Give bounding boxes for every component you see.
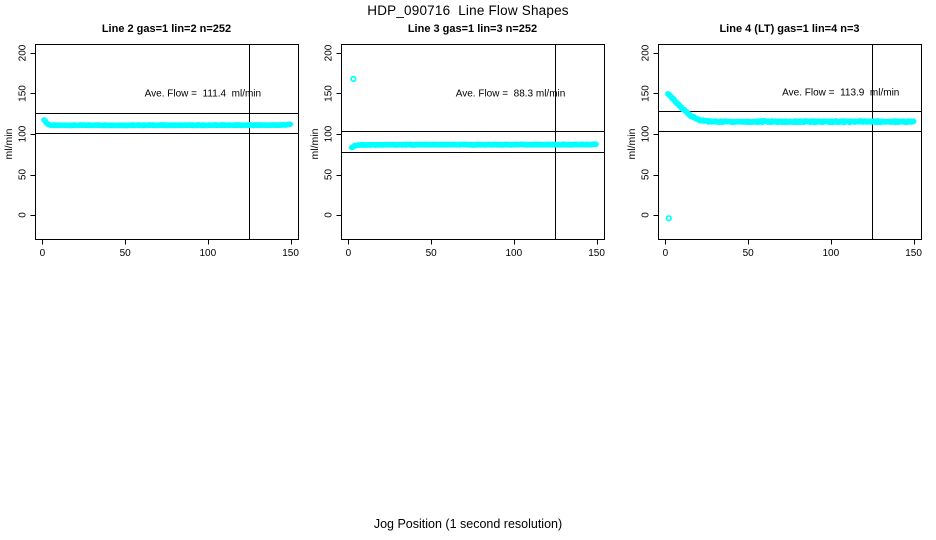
panel-title-line4: Line 4 (LT) gas=1 lin=4 n=3 [719,23,860,35]
flow-annotation: Ave. Flow = 88.3 ml/min [455,88,566,100]
y-axis-label: ml/min [626,128,638,160]
y-axis-label: ml/min [309,128,321,160]
x-axis-label: Jog Position (1 second resolution) [373,517,563,531]
plot-border [658,44,922,240]
y-tick-label: 100 [18,125,29,142]
x-tick-label: 100 [823,248,840,259]
y-tick-label: 50 [324,169,335,181]
x-tick-label: 0 [346,248,352,259]
y-tick-label: 100 [324,125,335,142]
y-tick-label: 0 [324,212,335,218]
data-point [910,118,917,125]
y-tick-label: 150 [641,85,652,102]
outlier-point [350,75,357,83]
y-tick-label: 50 [641,169,652,181]
panel-title-line3: Line 3 gas=1 lin=3 n=252 [407,23,538,35]
x-tick-label: 100 [200,248,217,259]
y-tick-label: 200 [324,44,335,61]
y-tick-label: 50 [18,169,29,181]
y-tick-label: 100 [641,125,652,142]
x-tick-label: 0 [663,248,669,259]
y-tick-label: 150 [18,85,29,102]
data-point [287,121,294,128]
y-tick-label: 0 [641,212,652,218]
x-tick-label: 50 [743,248,755,259]
x-tick-label: 150 [905,248,922,259]
y-tick-label: 0 [18,212,29,218]
page-title: HDP_090716 Line Flow Shapes [367,3,569,18]
x-tick-label: 150 [588,248,605,259]
outlier-point [665,215,672,222]
flow-annotation: Ave. Flow = 113.9 ml/min [782,87,900,99]
x-tick-label: 50 [120,248,132,259]
x-tick-label: 150 [282,248,299,259]
data-point [593,141,599,148]
panel-title-line2: Line 2 gas=1 lin=2 n=252 [101,23,232,35]
plot-border [35,44,299,240]
y-tick-label: 200 [18,44,29,61]
y-tick-label: 150 [324,85,335,102]
x-tick-label: 50 [426,248,438,259]
x-tick-label: 100 [506,248,523,259]
flow-annotation: Ave. Flow = 111.4 ml/min [144,88,262,100]
y-axis-label: ml/min [3,128,15,160]
plot-border [341,44,605,240]
y-tick-label: 200 [641,44,652,61]
x-tick-label: 0 [40,248,46,259]
